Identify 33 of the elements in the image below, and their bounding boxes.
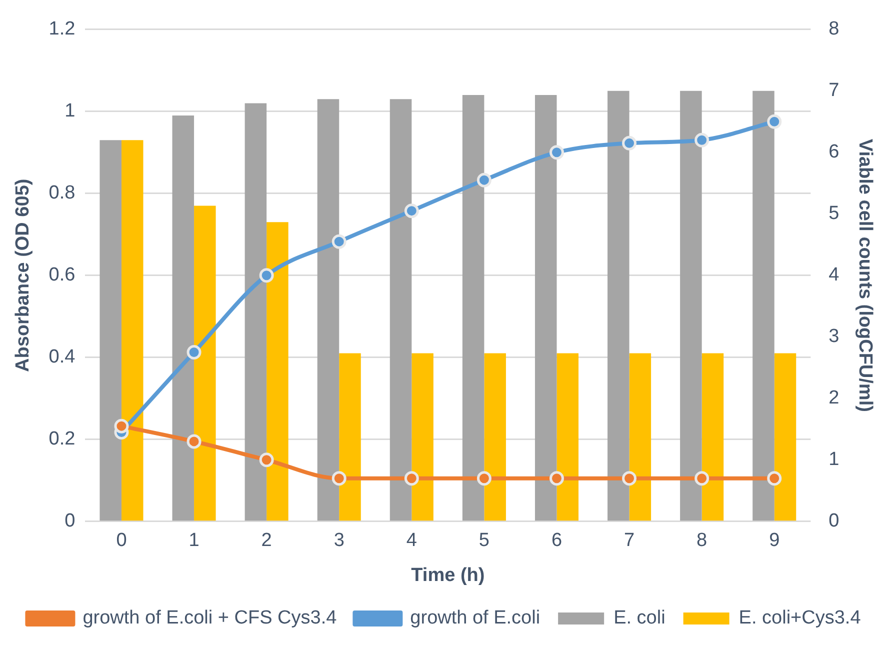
y2-tick-label: 4	[828, 264, 840, 286]
y-tick-label: 1.2	[48, 18, 76, 40]
y2-tick-label: 5	[828, 203, 840, 224]
legend-label: E. coli	[614, 608, 666, 629]
y2-tick-label: 1	[828, 449, 840, 470]
y2-tick-label: 8	[828, 18, 840, 40]
y-tick-label: 0	[64, 510, 76, 532]
x-tick-label: 7	[624, 530, 635, 552]
x-tick-label: 1	[188, 530, 200, 552]
x-tick-label: 8	[696, 530, 708, 552]
y2-tick-label: 3	[828, 326, 840, 348]
x-tick-label: 9	[769, 530, 780, 552]
y-tick-label: 0.2	[48, 428, 76, 450]
y2-tick-label: 6	[828, 142, 840, 163]
y-tick-label: 0.4	[48, 346, 76, 368]
legend-label: growth of E.coli	[410, 608, 540, 629]
y2-tick-label: 7	[828, 80, 840, 102]
y2-tick-label: 2	[828, 388, 840, 409]
y-tick-label: 0.6	[48, 264, 76, 286]
y-axis-title: Absorbance (OD 605)	[12, 178, 34, 372]
x-axis-title: Time (h)	[411, 564, 485, 586]
legend-label: growth of E.coli + CFS Cys3.4	[82, 608, 338, 629]
y2-tick-label: 0	[828, 510, 840, 532]
x-tick-label: 5	[478, 530, 490, 552]
x-tick-label: 6	[551, 530, 562, 552]
x-tick-label: 0	[116, 530, 127, 552]
legend-label: E. coli+Cys3.4	[738, 608, 862, 629]
x-tick-label: 4	[406, 530, 418, 552]
y-tick-label: 0.8	[48, 182, 76, 204]
x-tick-label: 3	[334, 530, 344, 552]
y-tick-label: 1	[64, 100, 76, 122]
y2-axis-title: Viable cell counts (logCFU/ml)	[854, 138, 876, 412]
x-tick-label: 2	[261, 530, 272, 552]
